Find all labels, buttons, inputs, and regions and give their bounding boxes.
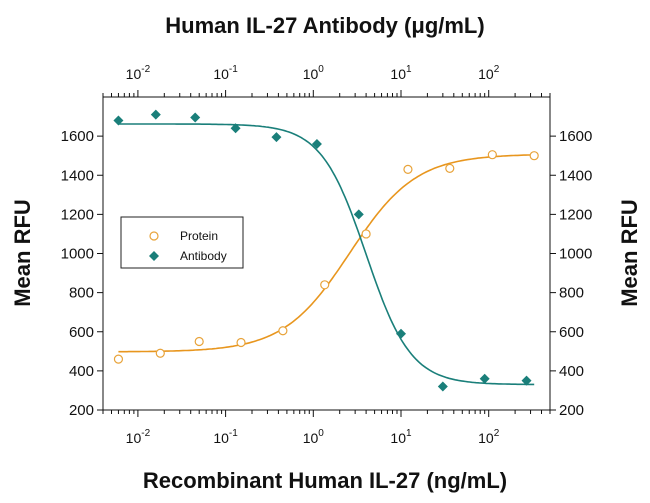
top-axis-title: Human IL-27 Antibody (μg/mL)	[165, 13, 484, 38]
protein-point	[113, 354, 124, 364]
legend-antibody-marker	[149, 251, 159, 261]
x-top-tick-label: 102	[478, 64, 500, 82]
legend: Protein Antibody	[120, 216, 244, 269]
antibody-point	[479, 373, 490, 384]
y-tick-label-right: 200	[559, 402, 584, 419]
x-bottom-tick-label: 10-2	[126, 428, 151, 446]
y-tick-label-left: 1200	[61, 206, 94, 223]
legend-antibody-label: Antibody	[180, 249, 227, 263]
y-tick-label-left: 600	[69, 324, 94, 341]
data-markers	[113, 109, 539, 392]
antibody-point	[230, 123, 241, 134]
y-tick-label-left: 800	[69, 285, 94, 302]
antibody-point	[437, 381, 448, 392]
x-top-tick-label: 10-2	[126, 64, 151, 82]
x-top-tick-label: 100	[303, 64, 325, 82]
protein-point	[320, 280, 330, 290]
antibody-point	[150, 109, 161, 120]
axes: 200 200 400 400 600 600 800 800 1000 1000 1200 1200…	[61, 64, 593, 446]
y-tick-label-left: 200	[69, 402, 94, 419]
y-tick-label-right: 1400	[559, 167, 592, 184]
protein-point	[278, 326, 288, 336]
antibody-fit-curve	[118, 123, 535, 386]
y-tick-label-left: 1400	[61, 167, 94, 184]
y-tick-label-right: 400	[559, 363, 584, 380]
left-y-axis-label: Mean RFU	[10, 199, 35, 307]
x-bottom-tick-label: 102	[478, 428, 500, 446]
protein-point	[487, 150, 497, 160]
antibody-point	[521, 375, 532, 386]
y-tick-label-right: 1200	[559, 206, 592, 223]
x-top-tick-label: 101	[390, 64, 412, 82]
protein-point	[155, 348, 165, 358]
y-tick-label-right: 600	[559, 324, 584, 341]
antibody-point	[353, 209, 364, 220]
antibody-point	[271, 132, 282, 143]
protein-point	[236, 337, 246, 348]
legend-protein-label: Protein	[180, 229, 218, 243]
legend-box	[120, 216, 244, 269]
right-y-axis-label: Mean RFU	[617, 199, 642, 307]
protein-point	[194, 336, 204, 347]
y-tick-label-left: 400	[69, 363, 94, 380]
protein-point	[445, 163, 455, 174]
antibody-point	[311, 138, 322, 149]
x-top-tick-label: 10-1	[213, 64, 238, 82]
protein-point	[361, 229, 371, 239]
protein-point	[403, 164, 413, 174]
x-bottom-tick-label: 10-1	[213, 428, 238, 446]
antibody-point	[190, 112, 201, 123]
y-tick-label-right: 800	[559, 285, 584, 302]
legend-protein-marker	[149, 231, 159, 241]
y-tick-label-right: 1600	[559, 128, 592, 145]
y-tick-label-left: 1600	[61, 128, 94, 145]
y-tick-label-right: 1000	[559, 246, 592, 263]
x-axis-title: Recombinant Human IL-27 (ng/mL)	[143, 468, 507, 493]
protein-point	[529, 151, 539, 161]
y-tick-label-left: 1000	[61, 246, 94, 263]
antibody-point	[113, 115, 124, 126]
x-bottom-tick-label: 100	[303, 428, 325, 446]
x-bottom-tick-label: 101	[390, 428, 412, 446]
antibody-point	[396, 328, 406, 339]
